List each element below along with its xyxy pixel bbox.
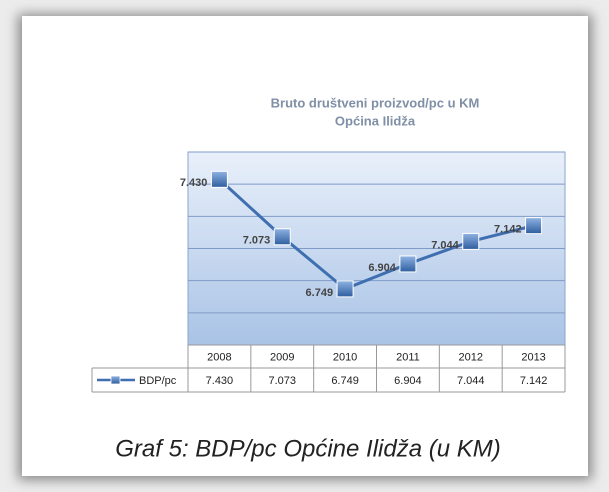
marker — [273, 228, 291, 246]
table-value: 7.073 — [268, 375, 296, 387]
table-value: 7.142 — [520, 375, 548, 387]
marker — [462, 232, 480, 250]
caption: Graf 5: BDP/pc Općine Ilidža (u KM) — [115, 435, 500, 462]
data-label: 7.142 — [494, 224, 522, 236]
x-tick-label: 2009 — [270, 351, 294, 363]
marker — [210, 170, 228, 188]
x-tick-label: 2013 — [521, 351, 545, 363]
x-tick-label: 2010 — [333, 351, 357, 363]
x-tick-label: 2011 — [396, 351, 420, 363]
legend-marker — [110, 375, 121, 385]
chart-title: Bruto društveni proizvod/pc u KM — [271, 95, 480, 110]
table-value: 6.749 — [331, 375, 359, 387]
data-label: 7.044 — [431, 239, 459, 251]
marker — [399, 255, 417, 273]
table-value: 7.430 — [206, 375, 234, 387]
chart-subtitle: Općina Ilidža — [335, 113, 416, 128]
x-tick-label: 2008 — [207, 351, 231, 363]
data-label: 6.749 — [306, 287, 334, 299]
legend-label: BDP/pc — [139, 375, 177, 387]
series-line — [218, 178, 534, 291]
data-label: 6.904 — [368, 262, 396, 274]
marker — [525, 217, 543, 235]
data-label: 7.073 — [243, 235, 271, 247]
data-label: 7.430 — [180, 177, 208, 189]
table-value: 7.044 — [457, 375, 485, 387]
table-value: 6.904 — [394, 375, 422, 387]
marker — [336, 280, 354, 298]
x-tick-label: 2012 — [459, 351, 483, 363]
